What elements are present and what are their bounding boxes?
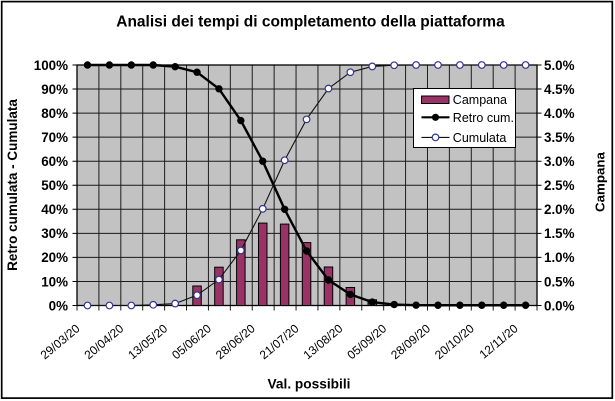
svg-text:3.5%: 3.5%	[544, 130, 575, 145]
svg-text:Retro cum.: Retro cum.	[453, 111, 514, 125]
svg-text:30%: 30%	[41, 226, 68, 241]
svg-text:40%: 40%	[41, 202, 68, 217]
svg-text:Val. possibili: Val. possibili	[268, 377, 351, 392]
svg-text:2.0%: 2.0%	[544, 202, 575, 217]
svg-text:3.0%: 3.0%	[544, 154, 575, 169]
svg-text:2.5%: 2.5%	[544, 178, 575, 193]
svg-text:4.5%: 4.5%	[544, 82, 575, 97]
svg-text:60%: 60%	[41, 154, 68, 169]
svg-text:100%: 100%	[34, 58, 68, 73]
svg-text:10%: 10%	[41, 274, 68, 289]
svg-text:Retro cumulata - Cumulata: Retro cumulata - Cumulata	[5, 99, 20, 271]
svg-text:1.5%: 1.5%	[544, 226, 575, 241]
svg-text:Campana: Campana	[453, 93, 507, 107]
svg-text:Analisi dei tempi di completam: Analisi dei tempi di completamento della…	[116, 13, 505, 30]
svg-text:4.0%: 4.0%	[544, 106, 575, 121]
svg-text:Campana: Campana	[593, 151, 608, 211]
svg-text:50%: 50%	[41, 178, 68, 193]
svg-text:0.0%: 0.0%	[544, 298, 575, 313]
svg-text:0.5%: 0.5%	[544, 274, 575, 289]
svg-text:1.0%: 1.0%	[544, 250, 575, 265]
svg-text:70%: 70%	[41, 130, 68, 145]
svg-text:0%: 0%	[49, 298, 68, 313]
svg-text:5.0%: 5.0%	[544, 58, 575, 73]
svg-text:90%: 90%	[41, 82, 68, 97]
svg-text:80%: 80%	[41, 106, 68, 121]
svg-text:Cumulata: Cumulata	[453, 131, 507, 145]
svg-text:20%: 20%	[41, 250, 68, 265]
